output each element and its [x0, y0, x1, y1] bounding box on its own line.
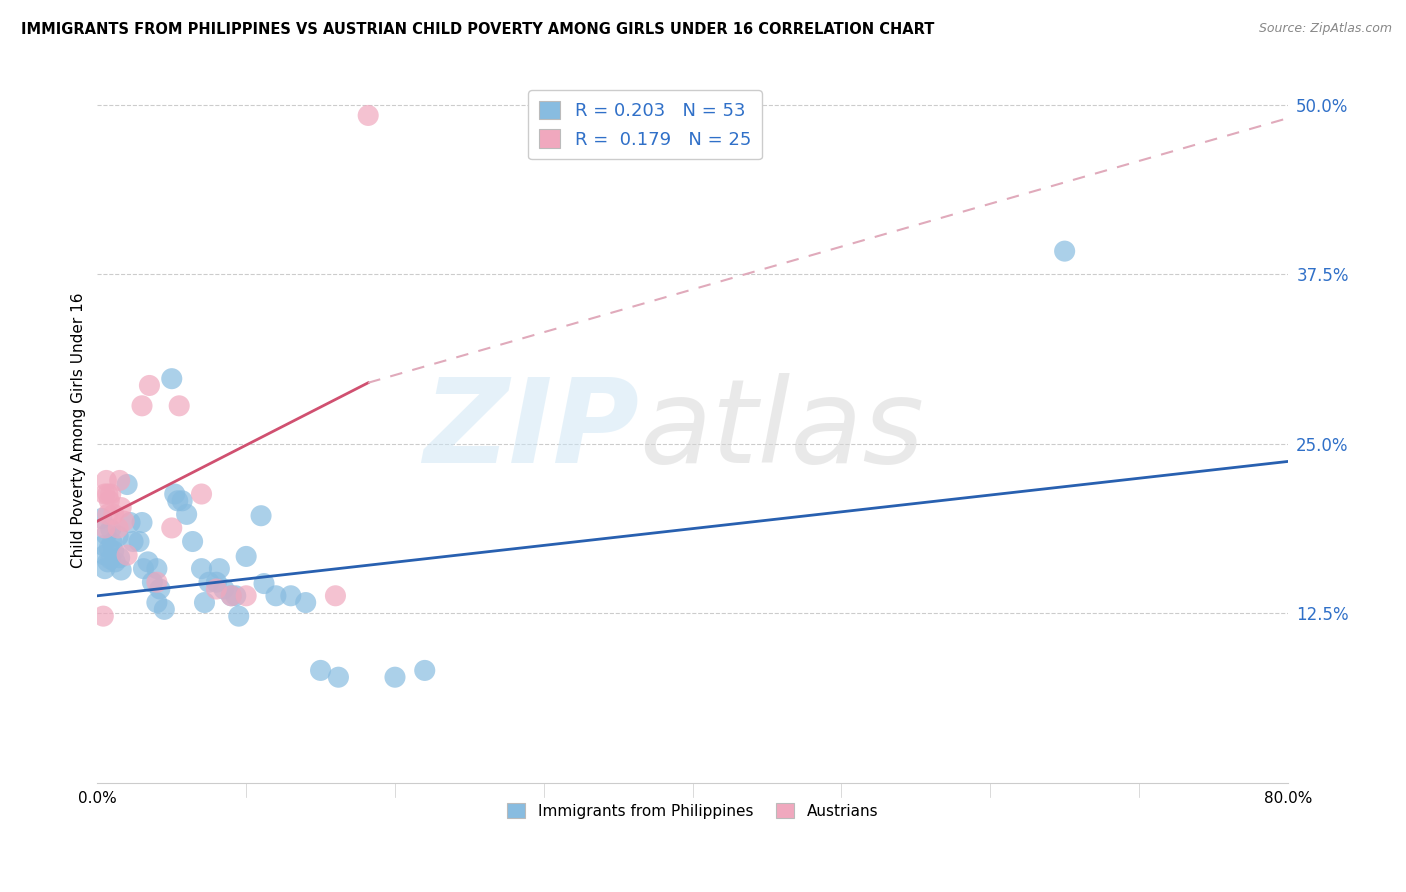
- Point: [120, 516, 142, 530]
- Point: [107, 529, 129, 543]
- Point: [328, 670, 350, 684]
- Point: [250, 508, 273, 523]
- Point: [149, 582, 172, 596]
- Point: [94, 521, 117, 535]
- Point: [163, 487, 186, 501]
- Point: [131, 516, 153, 530]
- Point: [146, 575, 169, 590]
- Point: [146, 596, 169, 610]
- Point: [172, 493, 194, 508]
- Point: [294, 596, 316, 610]
- Point: [193, 596, 215, 610]
- Point: [181, 534, 204, 549]
- Point: [104, 555, 127, 569]
- Point: [235, 549, 257, 564]
- Point: [100, 552, 122, 566]
- Point: [138, 378, 160, 392]
- Point: [91, 539, 114, 553]
- Point: [136, 555, 159, 569]
- Point: [208, 561, 231, 575]
- Point: [235, 589, 257, 603]
- Point: [94, 487, 117, 501]
- Point: [103, 508, 125, 522]
- Point: [115, 477, 138, 491]
- Point: [110, 500, 132, 515]
- Point: [98, 541, 121, 556]
- Point: [384, 670, 406, 684]
- Point: [190, 487, 212, 501]
- Point: [122, 534, 145, 549]
- Point: [357, 108, 380, 122]
- Point: [219, 589, 242, 603]
- Point: [101, 536, 124, 550]
- Point: [131, 399, 153, 413]
- Point: [97, 555, 120, 569]
- Point: [141, 575, 163, 590]
- Point: [97, 508, 120, 522]
- Point: [253, 576, 276, 591]
- Point: [107, 521, 129, 535]
- Point: [90, 511, 112, 525]
- Point: [166, 493, 188, 508]
- Point: [160, 521, 183, 535]
- Point: [108, 474, 131, 488]
- Point: [97, 487, 120, 501]
- Point: [100, 487, 122, 501]
- Point: [100, 522, 122, 536]
- Text: atlas: atlas: [640, 373, 924, 487]
- Point: [325, 589, 347, 603]
- Point: [1053, 244, 1076, 259]
- Point: [167, 399, 190, 413]
- Point: [112, 514, 135, 528]
- Point: [110, 563, 132, 577]
- Point: [128, 534, 150, 549]
- Point: [198, 575, 221, 590]
- Point: [115, 548, 138, 562]
- Point: [132, 561, 155, 575]
- Point: [205, 582, 228, 596]
- Point: [228, 609, 250, 624]
- Point: [103, 544, 125, 558]
- Point: [413, 664, 436, 678]
- Y-axis label: Child Poverty Among Girls Under 16: Child Poverty Among Girls Under 16: [72, 293, 86, 568]
- Point: [205, 575, 228, 590]
- Point: [153, 602, 176, 616]
- Point: [219, 589, 242, 603]
- Point: [91, 609, 114, 624]
- Point: [212, 582, 235, 596]
- Point: [280, 589, 302, 603]
- Point: [96, 527, 118, 541]
- Point: [146, 561, 169, 575]
- Legend: Immigrants from Philippines, Austrians: Immigrants from Philippines, Austrians: [501, 797, 884, 825]
- Point: [108, 550, 131, 565]
- Point: [94, 561, 117, 575]
- Point: [94, 548, 117, 562]
- Point: [176, 508, 198, 522]
- Point: [96, 474, 118, 488]
- Point: [309, 664, 332, 678]
- Point: [160, 372, 183, 386]
- Text: ZIP: ZIP: [423, 373, 640, 488]
- Point: [264, 589, 287, 603]
- Point: [190, 561, 212, 575]
- Point: [225, 589, 247, 603]
- Point: [98, 493, 121, 508]
- Text: Source: ZipAtlas.com: Source: ZipAtlas.com: [1258, 22, 1392, 36]
- Text: IMMIGRANTS FROM PHILIPPINES VS AUSTRIAN CHILD POVERTY AMONG GIRLS UNDER 16 CORRE: IMMIGRANTS FROM PHILIPPINES VS AUSTRIAN …: [21, 22, 935, 37]
